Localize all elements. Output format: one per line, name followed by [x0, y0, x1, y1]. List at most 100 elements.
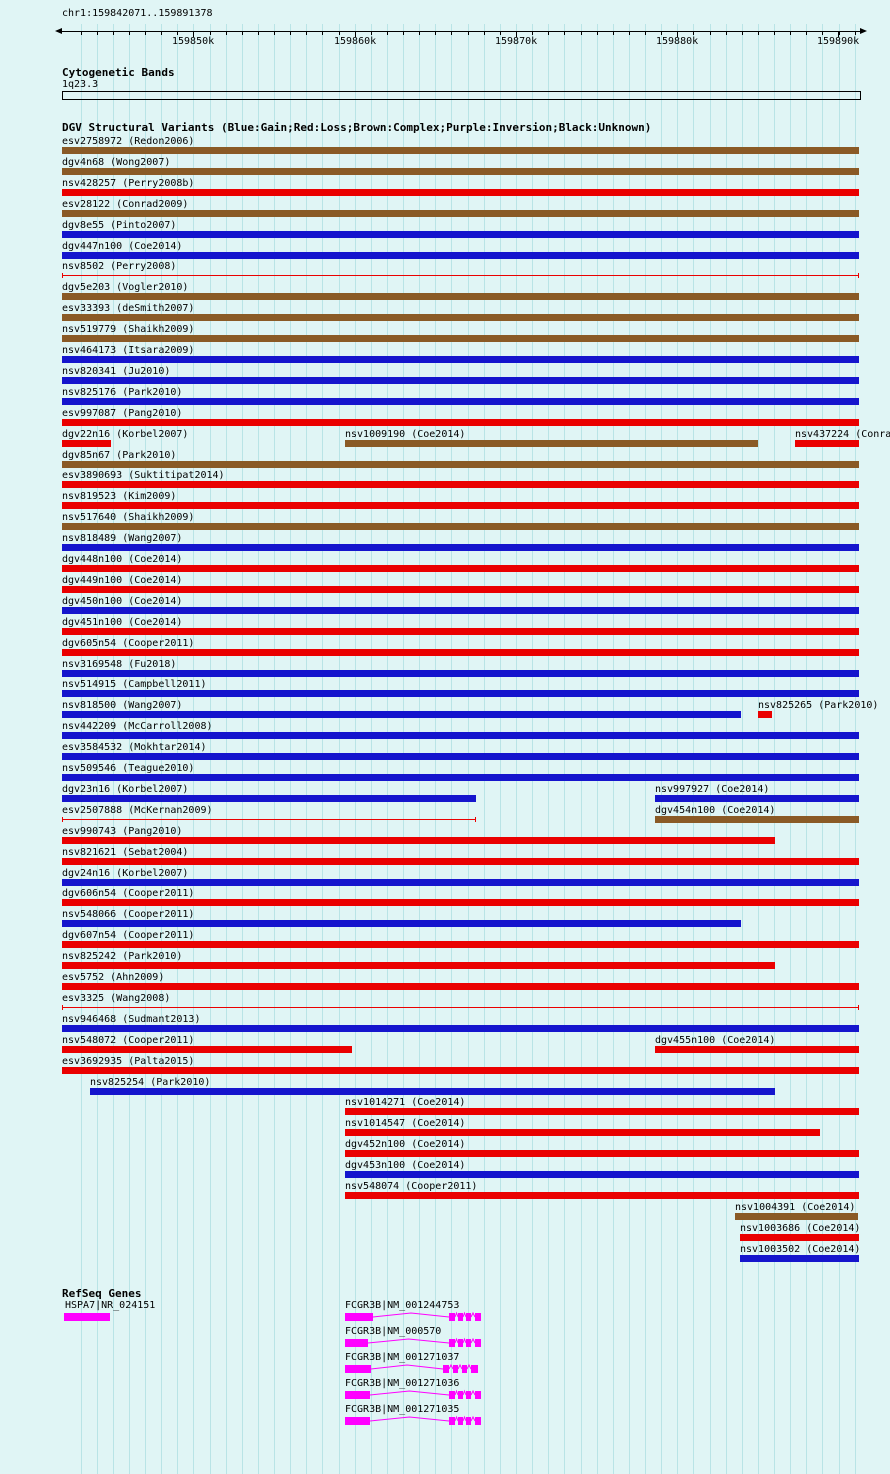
- variant-bar[interactable]: [62, 795, 476, 802]
- variant-bar[interactable]: [655, 795, 859, 802]
- variant-line[interactable]: [62, 819, 476, 820]
- gene-model[interactable]: [63, 1311, 111, 1323]
- variant-bar[interactable]: [62, 732, 859, 739]
- variant-bar[interactable]: [62, 649, 859, 656]
- variant-bar[interactable]: [62, 210, 859, 217]
- variant-bar[interactable]: [62, 670, 859, 677]
- gridline: [435, 24, 436, 1474]
- variant-bar[interactable]: [90, 1088, 775, 1095]
- variant-bar[interactable]: [345, 1192, 859, 1199]
- variant-bar[interactable]: [62, 293, 859, 300]
- gridline: [258, 24, 259, 1474]
- variant-bar[interactable]: [740, 1255, 859, 1262]
- variant-bar[interactable]: [62, 690, 859, 697]
- variant-bar[interactable]: [345, 440, 758, 447]
- region-label: chr1:159842071..159891378: [62, 8, 213, 19]
- gridline: [113, 24, 114, 1474]
- variant-bar[interactable]: [62, 461, 859, 468]
- gridline: [758, 24, 759, 1474]
- variant-bar[interactable]: [62, 711, 741, 718]
- variant-bar[interactable]: [62, 628, 859, 635]
- gene-model[interactable]: [344, 1415, 482, 1427]
- variant-label: nsv821621 (Sebat2004): [62, 847, 189, 858]
- gridline: [290, 24, 291, 1474]
- gene-model[interactable]: [344, 1389, 482, 1401]
- gridline: [81, 24, 82, 1474]
- variant-bar[interactable]: [62, 398, 859, 405]
- variant-bar[interactable]: [740, 1234, 859, 1241]
- variant-bar[interactable]: [62, 314, 859, 321]
- variant-label: dgv448n100 (Coe2014): [62, 554, 183, 565]
- cytoband-name: 1q23.3: [62, 79, 99, 90]
- variant-bar[interactable]: [62, 523, 859, 530]
- ruler-right-arrow-icon: [860, 28, 867, 34]
- variant-bar[interactable]: [655, 816, 859, 823]
- variant-bar[interactable]: [62, 1025, 859, 1032]
- gene-model[interactable]: [344, 1311, 482, 1323]
- variant-bar[interactable]: [62, 565, 859, 572]
- variant-bar[interactable]: [62, 231, 859, 238]
- variant-bar[interactable]: [62, 147, 859, 154]
- gridline: [177, 24, 178, 1474]
- variant-bar[interactable]: [345, 1129, 820, 1136]
- gridline: [468, 24, 469, 1474]
- variant-bar[interactable]: [62, 983, 859, 990]
- variant-bar[interactable]: [62, 419, 859, 426]
- variant-bar[interactable]: [62, 774, 859, 781]
- variant-bar[interactable]: [62, 168, 859, 175]
- variant-bar[interactable]: [62, 607, 859, 614]
- ruler-minor-tick: [161, 31, 162, 35]
- variant-label: nsv3169548 (Fu2018): [62, 659, 177, 670]
- variant-bar[interactable]: [62, 544, 859, 551]
- variant-bar[interactable]: [735, 1213, 858, 1220]
- variant-label: nsv1009190 (Coe2014): [345, 429, 466, 440]
- gridline: [145, 24, 146, 1474]
- variant-bar[interactable]: [62, 941, 859, 948]
- variant-bar[interactable]: [345, 1171, 859, 1178]
- variant-bar[interactable]: [62, 356, 859, 363]
- variant-label: nsv517640 (Shaikh2009): [62, 512, 195, 523]
- variant-bar[interactable]: [62, 753, 859, 760]
- gridline: [645, 24, 646, 1474]
- variant-bar[interactable]: [758, 711, 772, 718]
- variant-label: nsv820341 (Ju2010): [62, 366, 171, 377]
- variant-bar[interactable]: [62, 899, 859, 906]
- variant-label: dgv607n54 (Cooper2011): [62, 930, 195, 941]
- variant-bar[interactable]: [62, 335, 859, 342]
- ruler-minor-tick: [177, 31, 178, 35]
- variant-bar[interactable]: [62, 1046, 352, 1053]
- variant-line-end: [62, 1005, 63, 1010]
- variant-bar[interactable]: [62, 920, 741, 927]
- gene-model[interactable]: [344, 1363, 479, 1375]
- ruler-minor-tick: [613, 31, 614, 35]
- variant-line[interactable]: [62, 275, 859, 276]
- variant-bar[interactable]: [795, 440, 859, 447]
- gridline: [242, 24, 243, 1474]
- cytoband-box[interactable]: [62, 91, 861, 100]
- variant-label: dgv8e55 (Pinto2007): [62, 220, 177, 231]
- ruler-minor-tick: [597, 31, 598, 35]
- ruler-minor-tick: [581, 31, 582, 35]
- gene-model[interactable]: [344, 1337, 482, 1349]
- variant-bar[interactable]: [62, 858, 859, 865]
- variant-bar[interactable]: [655, 1046, 859, 1053]
- variant-bar[interactable]: [62, 1067, 859, 1074]
- variant-bar[interactable]: [62, 962, 775, 969]
- gridline: [806, 24, 807, 1474]
- variant-bar[interactable]: [62, 879, 859, 886]
- variant-bar[interactable]: [62, 377, 859, 384]
- variant-bar[interactable]: [345, 1108, 859, 1115]
- variant-bar[interactable]: [62, 481, 859, 488]
- variant-bar[interactable]: [62, 440, 111, 447]
- variant-bar[interactable]: [62, 189, 859, 196]
- gridline: [484, 24, 485, 1474]
- variant-bar[interactable]: [62, 837, 775, 844]
- variant-line[interactable]: [62, 1007, 859, 1008]
- variant-label: esv3584532 (Mokhtar2014): [62, 742, 207, 753]
- variant-label: dgv85n67 (Park2010): [62, 450, 177, 461]
- variant-bar[interactable]: [62, 502, 859, 509]
- variant-bar[interactable]: [62, 586, 859, 593]
- variant-bar[interactable]: [345, 1150, 859, 1157]
- gridline: [403, 24, 404, 1474]
- variant-bar[interactable]: [62, 252, 859, 259]
